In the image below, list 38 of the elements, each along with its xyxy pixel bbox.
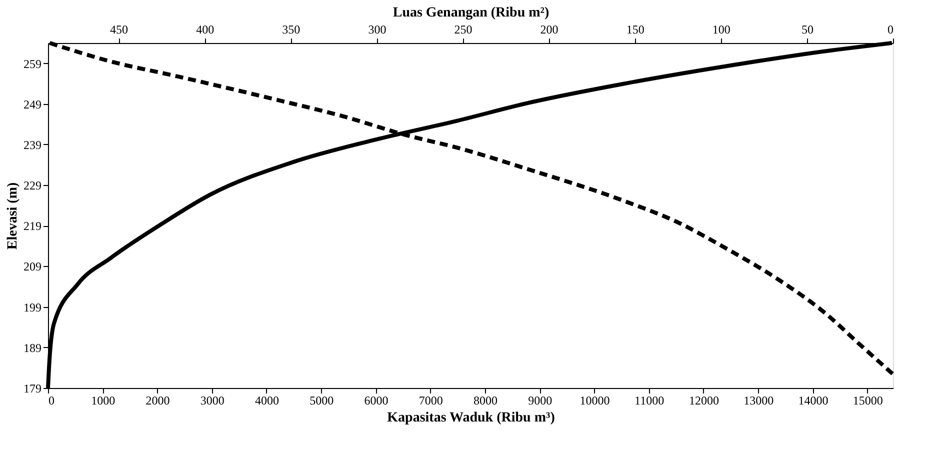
- y-tick-label: 179: [24, 382, 42, 396]
- x-tick-label: 0: [48, 394, 54, 408]
- x-tick-label: 3000: [200, 394, 224, 408]
- y-tick-label: 199: [24, 300, 42, 314]
- x-tick-label: 9000: [528, 394, 552, 408]
- y-tick-label: 259: [24, 56, 42, 71]
- y-tick-label: 219: [24, 219, 42, 234]
- x2-tick-label: 350: [282, 22, 300, 36]
- x2-tick-label: 100: [712, 22, 730, 36]
- x-tick-label: 2000: [146, 394, 170, 408]
- x2-tick-label: 250: [454, 22, 472, 36]
- x2-tick-label: 400: [196, 22, 214, 36]
- x-tick-label: 13000: [744, 394, 774, 408]
- x2-tick-label: 150: [626, 22, 644, 36]
- x-tick-label: 4000: [254, 394, 279, 408]
- y-tick-label: 239: [24, 138, 42, 152]
- y-tick-label: 229: [24, 178, 42, 193]
- x-tick-label: 10000: [580, 394, 610, 408]
- x2-axis-title: Luas Genangan (Ribu m²): [392, 6, 550, 20]
- x-tick-label: 14000: [798, 394, 828, 408]
- x2-tick-label: 200: [540, 22, 558, 36]
- x-axis-title: Kapasitas Waduk (Ribu m³): [387, 410, 556, 426]
- x-tick-label: 8000: [473, 394, 498, 408]
- y-axis-title: Elevasi (m): [6, 182, 20, 250]
- x2-tick-label: 300: [368, 22, 386, 36]
- x-tick-label: 6000: [364, 394, 388, 408]
- x-tick-label: 15000: [852, 394, 883, 408]
- x-tick-label: 11000: [634, 394, 664, 408]
- x-tick-label: 5000: [310, 394, 334, 408]
- x2-tick-label: 450: [110, 22, 128, 36]
- y-tick-label: 189: [24, 340, 42, 355]
- y-tick-label: 249: [24, 97, 42, 112]
- x-tick-label: 12000: [688, 394, 719, 408]
- x-tick-label: 1000: [91, 394, 116, 408]
- x-tick-label: 7000: [418, 394, 443, 408]
- y-tick-label: 209: [24, 260, 42, 274]
- x2-tick-label: 0: [888, 22, 894, 36]
- x2-tick-label: 50: [801, 22, 814, 36]
